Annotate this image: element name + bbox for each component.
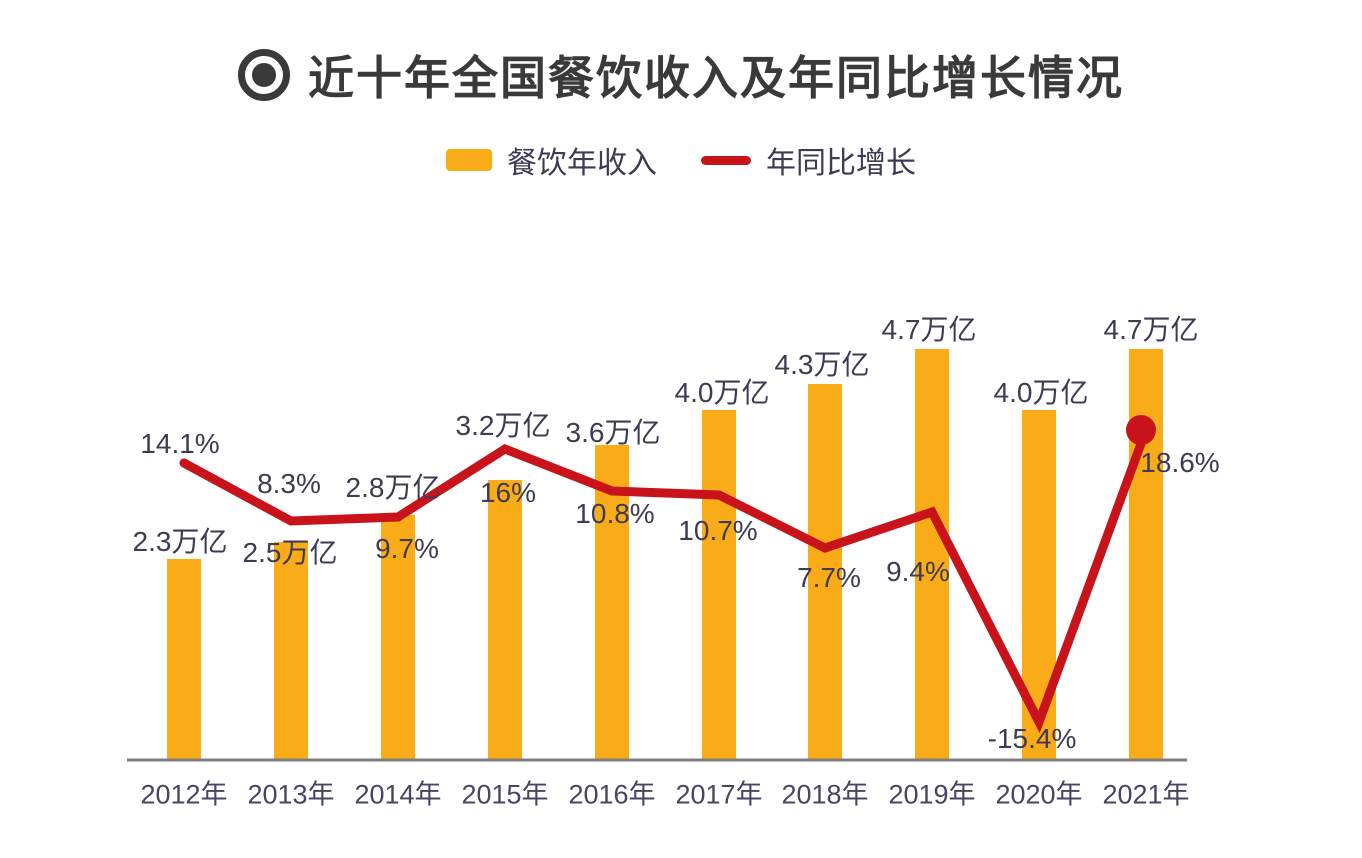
legend: 餐饮年收入 年同比增长 (0, 138, 1362, 182)
bar-label-2015: 3.2万亿 (456, 410, 551, 441)
x-label-2012: 2012年 (140, 779, 227, 809)
x-label-2014: 2014年 (354, 779, 441, 809)
bar-2017 (702, 410, 736, 761)
bar-2019 (915, 349, 949, 761)
legend-label-revenue: 餐饮年收入 (507, 147, 657, 180)
growth-label-2019: 9.4% (886, 556, 950, 587)
bar-label-2020: 4.0万亿 (994, 377, 1089, 408)
x-label-2019: 2019年 (888, 779, 975, 809)
growth-label-2013: 8.3% (257, 468, 321, 499)
growth-end-dot-icon (1126, 415, 1156, 445)
bullseye-dot (252, 63, 276, 87)
bullseye-icon (238, 49, 290, 101)
bar-2012 (167, 559, 201, 761)
legend-item-growth: 年同比增长 (701, 138, 916, 182)
growth-label-2017: 10.7% (678, 515, 757, 546)
line-swatch-icon (701, 155, 751, 165)
bar-label-2019: 4.7万亿 (882, 314, 977, 345)
growth-line (179, 425, 1151, 734)
bar-label-2017: 4.0万亿 (675, 377, 770, 408)
growth-label-2021: 18.6% (1140, 447, 1219, 478)
legend-item-revenue: 餐饮年收入 (446, 138, 657, 182)
bar-label-2014: 2.8万亿 (346, 472, 441, 503)
x-label-2013: 2013年 (247, 779, 334, 809)
growth-label-2020: -15.4% (988, 723, 1077, 754)
bar-2021 (1129, 349, 1163, 761)
x-label-2015: 2015年 (461, 779, 548, 809)
bar-2015 (488, 480, 522, 761)
bar-swatch-icon (446, 149, 492, 171)
bar-2016 (595, 445, 629, 761)
bar-label-2021: 4.7万亿 (1104, 314, 1199, 345)
growth-label-2016: 10.8% (575, 498, 654, 529)
x-label-2016: 2016年 (568, 779, 655, 809)
bar-2014 (381, 515, 415, 761)
bar-2018 (808, 384, 842, 761)
x-label-2021: 2021年 (1102, 779, 1189, 809)
bar-label-2013: 2.5万亿 (243, 537, 338, 568)
x-label-2017: 2017年 (675, 779, 762, 809)
bar-label-2018: 4.3万亿 (775, 349, 870, 380)
bar-2013 (274, 542, 308, 761)
growth-label-2012: 14.1% (140, 428, 219, 459)
page-title: 近十年全国餐饮收入及年同比增长情况 (308, 52, 1124, 104)
growth-label-2018: 7.7% (797, 562, 861, 593)
x-label-2018: 2018年 (781, 779, 868, 809)
bar-label-2016: 3.6万亿 (566, 417, 661, 448)
x-label-2020: 2020年 (995, 779, 1082, 809)
legend-label-growth: 年同比增长 (766, 147, 916, 180)
bar-label-2012: 2.3万亿 (133, 526, 228, 557)
growth-label-2014: 9.7% (375, 533, 439, 564)
chart-header: 近十年全国餐饮收入及年同比增长情况 (0, 42, 1362, 108)
growth-label-2015: 16% (480, 477, 536, 508)
